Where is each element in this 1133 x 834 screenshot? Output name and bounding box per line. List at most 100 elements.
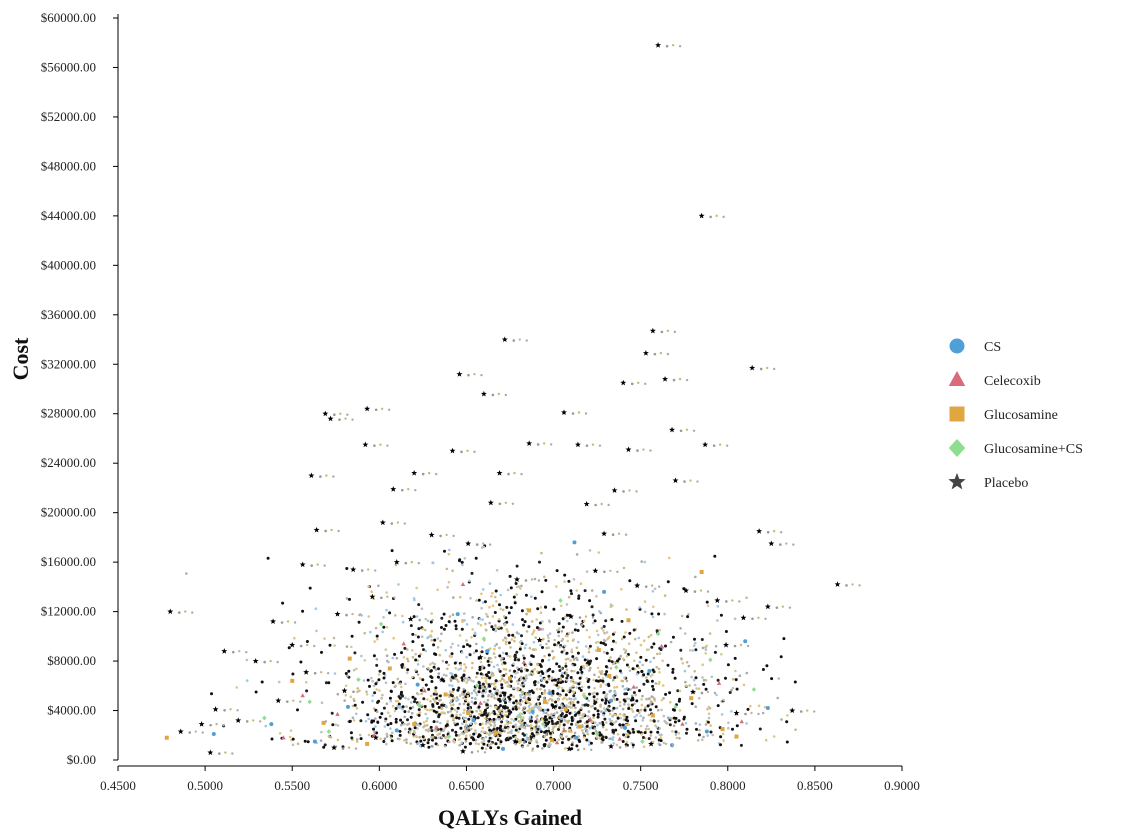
cloud-point — [521, 738, 525, 742]
glucosamine-cs-point — [518, 714, 523, 720]
placebo-trail-point — [229, 708, 232, 711]
placebo-point — [439, 676, 446, 683]
cloud-point — [452, 718, 455, 722]
cloud-point — [563, 573, 567, 577]
cloud-point — [547, 699, 550, 702]
cloud-point — [599, 679, 602, 683]
cloud-point — [678, 689, 682, 693]
placebo-trail-point — [792, 543, 795, 546]
cloud-point — [503, 636, 507, 640]
cloud-point — [515, 564, 519, 568]
cloud-point — [385, 742, 388, 746]
cloud-point — [458, 558, 462, 562]
cloud-point — [581, 716, 585, 719]
cloud-point — [662, 714, 666, 718]
cloud-point — [481, 692, 484, 695]
placebo-point — [393, 559, 400, 565]
cloud-point — [594, 649, 598, 652]
cloud-point — [620, 726, 623, 729]
cloud-point — [401, 707, 404, 711]
cloud-point — [662, 697, 665, 700]
cloud-point — [352, 699, 356, 702]
cloud-point — [556, 692, 560, 696]
cs-point — [743, 639, 748, 644]
placebo-point — [390, 486, 397, 492]
cloud-point — [506, 706, 509, 710]
cloud-point — [463, 669, 466, 672]
cloud-point — [400, 685, 403, 689]
glucosamine-cs-point — [446, 734, 452, 739]
cloud-point — [589, 666, 592, 670]
cloud-point — [355, 712, 358, 716]
cloud-point — [416, 635, 420, 639]
cloud-point — [777, 677, 780, 680]
placebo-point — [364, 405, 371, 412]
placebo-trail-point — [607, 503, 610, 507]
celecoxib-point — [460, 581, 466, 586]
cloud-point — [400, 723, 403, 727]
cloud-point — [574, 697, 577, 700]
placebo-trail-point — [445, 533, 448, 537]
cloud-point — [417, 708, 421, 712]
cloud-point — [508, 736, 512, 740]
glucosamine-point — [443, 692, 448, 697]
cloud-point — [563, 580, 566, 583]
cloud-point — [525, 692, 528, 696]
cloud-point — [434, 691, 438, 694]
placebo-trail-point — [427, 471, 431, 475]
cloud-point — [291, 743, 295, 747]
glucosamine-cs-point — [673, 704, 678, 710]
cloud-point — [471, 628, 475, 631]
cloud-point — [580, 623, 584, 627]
cloud-point — [353, 651, 357, 655]
cloud-point — [612, 730, 615, 734]
cloud-point — [553, 643, 557, 647]
cloud-point — [457, 734, 461, 737]
cloud-point — [375, 663, 379, 667]
cloud-point — [558, 723, 562, 726]
placebo-trail-point — [494, 656, 497, 659]
cloud-point — [693, 637, 696, 641]
placebo-trail-point — [685, 428, 689, 432]
placebo-point — [212, 706, 219, 712]
cloud-point — [520, 699, 524, 703]
cloud-point — [520, 584, 523, 588]
cloud-point — [492, 652, 496, 655]
placebo-trail-point — [390, 522, 394, 525]
celecoxib-point — [716, 680, 722, 685]
cloud-point — [375, 657, 379, 661]
cloud-point — [417, 654, 421, 658]
cloud-point — [605, 651, 609, 655]
cloud-point — [528, 673, 531, 676]
cloud-point — [600, 698, 604, 702]
glucosamine-cs-point — [474, 683, 480, 689]
cloud-point — [593, 707, 597, 711]
placebo-trail-point — [650, 584, 654, 587]
cloud-point — [568, 701, 571, 705]
cloud-point — [716, 678, 720, 682]
cloud-point — [431, 735, 435, 739]
cloud-point — [516, 666, 519, 669]
cloud-point — [607, 659, 611, 663]
cloud-point — [637, 666, 641, 669]
cloud-point — [438, 699, 441, 702]
placebo-trail-point — [759, 367, 763, 371]
placebo-trail-point — [725, 600, 728, 603]
cloud-point — [371, 679, 374, 683]
placebo-trail-point — [501, 657, 504, 660]
cloud-point — [608, 712, 612, 716]
cloud-point — [372, 727, 375, 731]
cloud-point — [566, 674, 570, 677]
glucosamine-point — [596, 647, 601, 652]
cloud-point — [535, 739, 538, 742]
cloud-point — [497, 668, 501, 671]
cloud-point — [610, 660, 614, 664]
cloud-point — [620, 588, 623, 591]
cloud-point — [541, 620, 544, 623]
cloud-point — [424, 683, 428, 687]
placebo-point — [252, 657, 259, 664]
cloud-point — [514, 707, 518, 711]
placebo-trail-point — [718, 443, 722, 446]
cloud-point — [621, 723, 625, 727]
cloud-point — [528, 690, 532, 693]
